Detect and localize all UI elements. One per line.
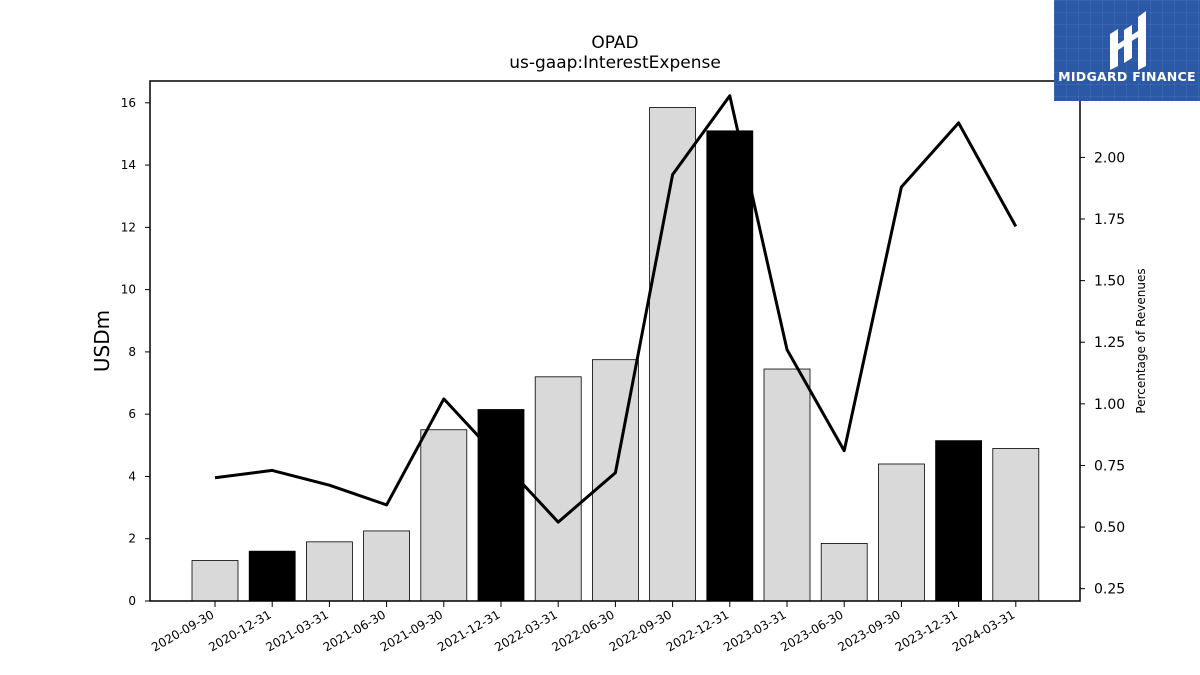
right-axis-ticks: 0.250.500.751.001.251.501.752.002.25 [1080,89,1125,598]
y-tick-label: 14 [121,158,136,172]
y2-tick-label: 1.75 [1094,212,1125,228]
x-tick-label: 2022-06-30 [549,607,616,654]
chart-subtitle: us-gaap:InterestExpense [509,53,721,73]
midgard-finance-logo: MIDGARD FINANCE [1054,0,1200,101]
y-tick-label: 8 [128,345,136,359]
x-tick-label: 2021-12-31 [435,607,502,654]
y-tick-label: 0 [128,594,136,608]
y2-tick-label: 1.25 [1094,335,1125,351]
y2-tick-label: 0.25 [1094,582,1125,598]
percentage-line-group [214,94,1018,524]
x-tick-label: 2022-03-31 [492,607,559,654]
x-tick-label: 2023-03-31 [721,607,788,654]
x-tick-label: 2023-12-31 [893,607,960,654]
y2-tick-label: 2.00 [1094,150,1125,166]
bar-2022-03-31 [534,376,582,602]
y-tick-label: 12 [121,220,136,234]
bar-2020-09-30 [191,560,239,602]
x-tick-label: 2023-06-30 [778,607,845,654]
x-tick-label: 2020-09-30 [149,607,216,654]
y2-tick-label: 0.75 [1094,458,1125,474]
bar-2023-12-31 [935,440,982,602]
x-tick-label: 2023-09-30 [835,607,902,654]
y2-tick-label: 1.00 [1094,397,1125,413]
bar-2022-09-30 [649,107,696,602]
y-tick-label: 4 [128,469,136,483]
x-tick-label: 2024-03-31 [950,607,1017,654]
y2-tick-label: 1.50 [1094,274,1125,290]
x-tick-label: 2022-12-31 [664,607,731,654]
y-tick-label: 6 [128,407,136,421]
bar-2021-12-31 [477,409,525,602]
y2-axis-label: Percentage of Revenues [1134,268,1148,413]
bar-2023-09-30 [878,463,925,602]
percentage-line [214,94,1018,524]
bar-2021-06-30 [363,530,411,602]
x-tick-label: 2022-09-30 [607,607,674,654]
x-tick-label: 2021-06-30 [321,607,388,654]
logo-text: MIDGARD FINANCE [1058,69,1196,84]
left-axis-ticks: 0 2 4 6 8 10 12 14 16 [121,96,150,608]
x-tick-label: 2021-09-30 [378,607,445,654]
x-axis-ticks: 2020-09-302020-12-312021-03-312021-06-30… [149,601,1017,654]
bar-group [191,107,1040,602]
bar-2023-06-30 [820,542,868,602]
y-tick-label: 10 [121,283,136,297]
y-tick-label: 2 [128,532,136,546]
bar-2023-03-31 [763,368,811,602]
bar-2021-03-31 [305,541,353,602]
y-axis-label: USDm [90,310,114,372]
bar-2024-03-31 [992,448,1040,602]
bar-2021-09-30 [420,429,468,602]
x-tick-label: 2020-12-31 [206,607,273,654]
y-tick-label: 16 [121,96,136,110]
chart-title: OPAD [591,33,639,53]
y2-tick-label: 0.50 [1094,520,1125,536]
logo-mark-icon [1110,11,1146,70]
bar-2020-12-31 [248,550,296,602]
bar-2022-12-31 [706,130,754,602]
x-tick-label: 2021-03-31 [263,607,330,654]
